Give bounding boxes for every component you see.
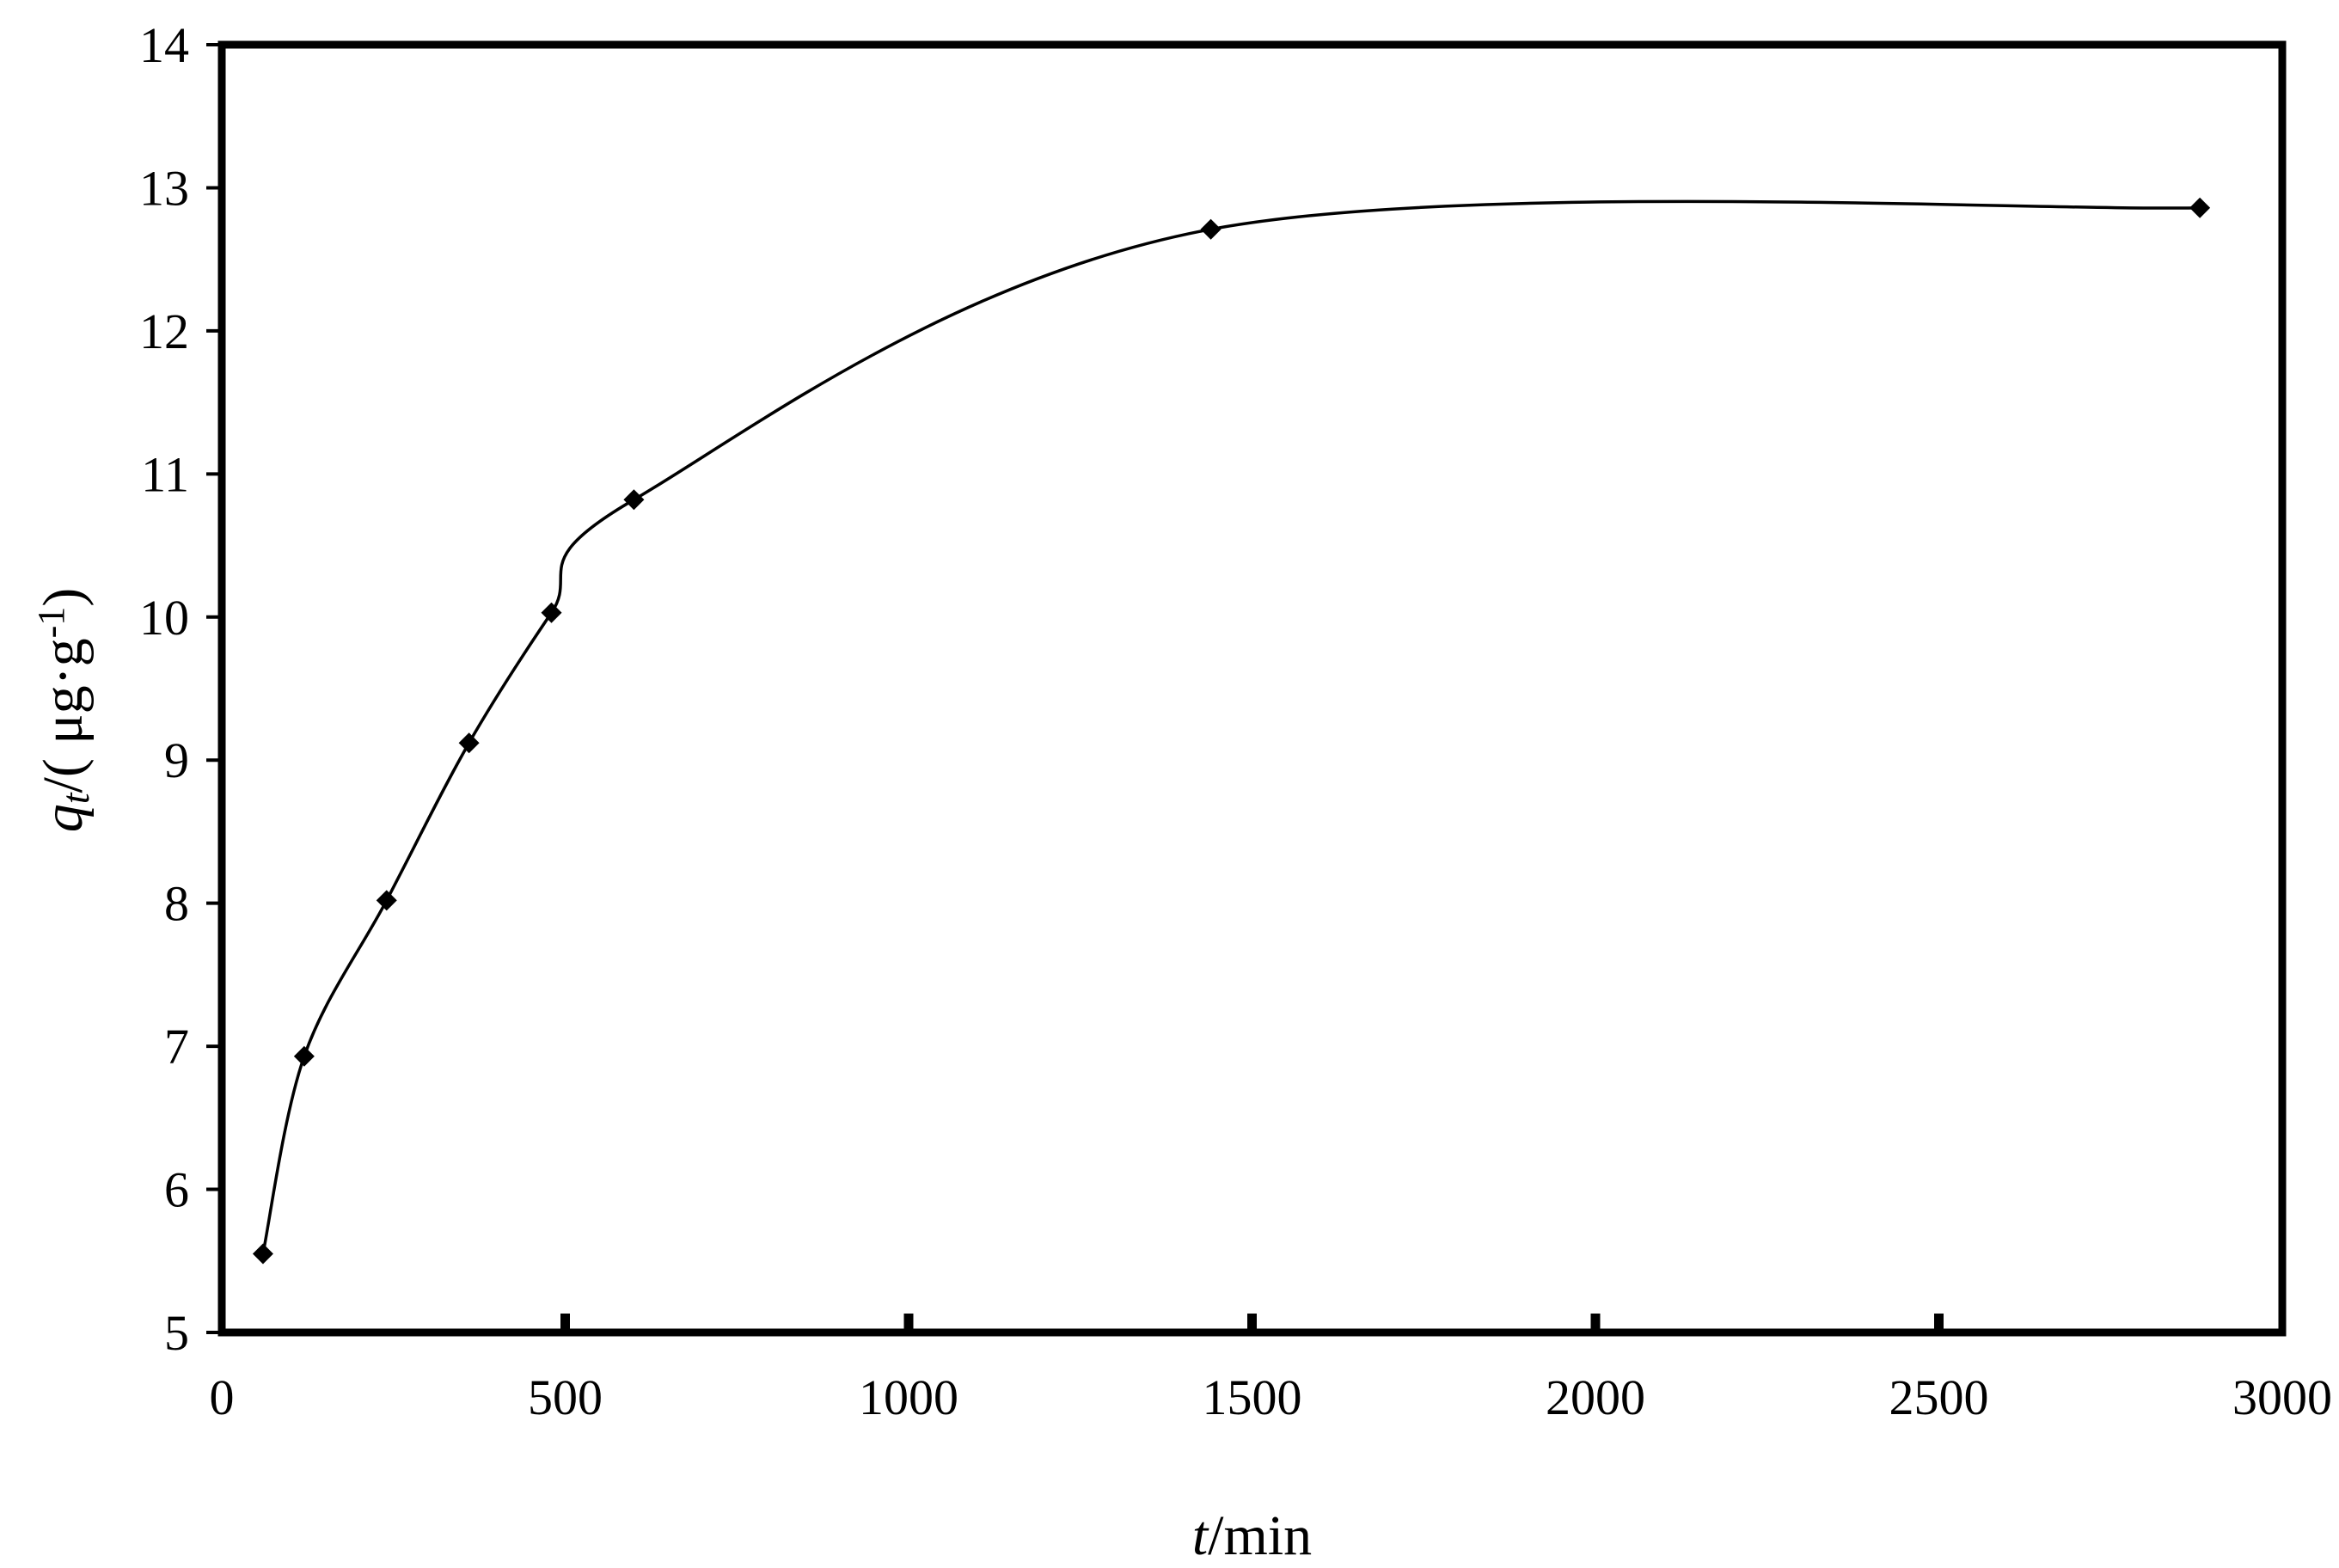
x-tick-label: 2000 bbox=[1546, 1369, 1645, 1425]
data-point-marker bbox=[2189, 197, 2211, 218]
y-tick-label: 9 bbox=[164, 732, 189, 788]
data-point-marker bbox=[623, 489, 645, 511]
y-tick-label: 13 bbox=[139, 160, 189, 216]
x-axis-ticks bbox=[560, 1314, 1944, 1332]
x-tick-label: 1500 bbox=[1203, 1369, 1302, 1425]
data-point-marker bbox=[252, 1243, 273, 1265]
y-tick-label: 5 bbox=[164, 1305, 189, 1361]
x-tick-label: 500 bbox=[528, 1369, 603, 1425]
y-axis-tick-labels: 5 6 7 8 9 10 11 12 13 14 bbox=[139, 17, 189, 1361]
y-axis-title-symbol: q bbox=[32, 804, 95, 832]
y-axis-title-subscript: t bbox=[53, 792, 97, 804]
y-axis-title: qt/( μg·g-1) bbox=[30, 588, 97, 833]
x-axis-title: t/min bbox=[1192, 1504, 1312, 1567]
data-point-marker bbox=[458, 732, 480, 754]
data-point-marker bbox=[293, 1045, 315, 1067]
y-axis-title-unit-close: ) bbox=[32, 588, 95, 607]
series-line bbox=[261, 199, 2201, 1254]
series-markers bbox=[252, 197, 2211, 1265]
x-axis-title-unit: /min bbox=[1208, 1504, 1312, 1567]
y-tick-label: 10 bbox=[139, 590, 189, 646]
y-axis-title-unit-open: /( μg·g bbox=[32, 638, 95, 793]
y-tick-label: 7 bbox=[164, 1019, 189, 1075]
x-tick-label: 0 bbox=[210, 1369, 235, 1425]
y-tick-label: 12 bbox=[139, 303, 189, 359]
x-axis-title-symbol: t bbox=[1192, 1504, 1209, 1567]
y-axis-title-unit-exponent: -1 bbox=[30, 607, 72, 639]
y-tick-label: 14 bbox=[139, 17, 189, 73]
y-tick-label: 6 bbox=[164, 1162, 189, 1218]
y-tick-label: 8 bbox=[164, 876, 189, 932]
y-tick-label: 11 bbox=[141, 446, 189, 502]
x-tick-label: 3000 bbox=[2232, 1369, 2332, 1425]
data-point-marker bbox=[376, 890, 397, 911]
x-axis-tick-labels: 0 500 1000 1500 2000 2500 3000 bbox=[210, 1369, 2333, 1425]
y-axis-ticks bbox=[206, 43, 222, 1334]
x-tick-label: 2500 bbox=[1889, 1369, 1989, 1425]
x-tick-label: 1000 bbox=[859, 1369, 958, 1425]
data-point-marker bbox=[541, 602, 562, 623]
data-point-marker bbox=[1200, 218, 1222, 240]
